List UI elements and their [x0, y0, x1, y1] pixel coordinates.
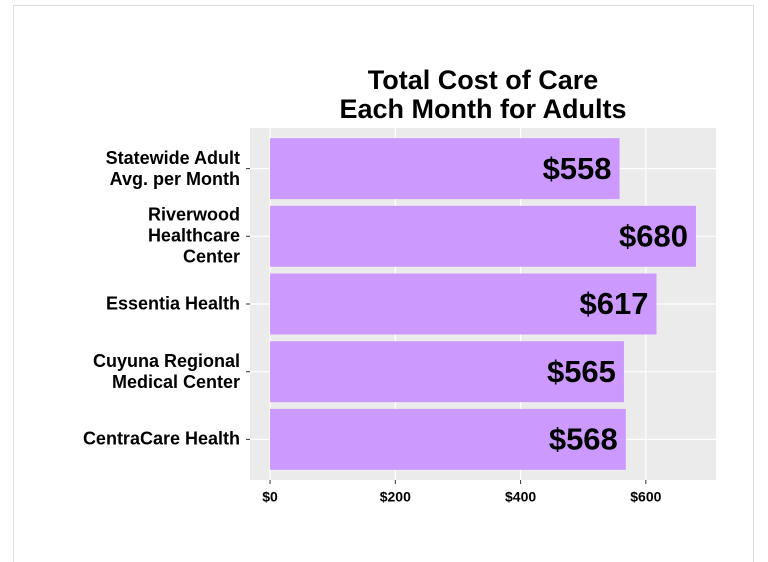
- value-label: $680: [619, 218, 688, 253]
- y-tick-label: Riverwood Healthcare Center: [147, 204, 240, 267]
- bar: [270, 138, 620, 200]
- x-tick-label: $400: [505, 489, 536, 505]
- frame: [13, 5, 754, 562]
- x-tick-label: $200: [380, 489, 411, 505]
- y-tick-label: Statewide Adult Avg. per Month: [105, 147, 240, 189]
- y-tick-label: CentraCare Health: [82, 428, 240, 449]
- chart-title: Total Cost of Care Each Month for Adults: [340, 65, 627, 124]
- bar: [270, 341, 624, 403]
- bar: [270, 205, 696, 267]
- value-label: $617: [580, 286, 649, 321]
- y-tick-label: Cuyuna Regional Medical Center: [92, 350, 240, 392]
- bar: [270, 273, 657, 335]
- value-label: $565: [547, 354, 616, 389]
- y-tick-label: Essentia Health: [105, 293, 240, 314]
- value-label: $568: [549, 422, 618, 457]
- x-tick-label: $600: [630, 489, 661, 505]
- value-label: $558: [543, 151, 612, 186]
- x-tick-label: $0: [262, 489, 278, 505]
- bar: [270, 408, 626, 470]
